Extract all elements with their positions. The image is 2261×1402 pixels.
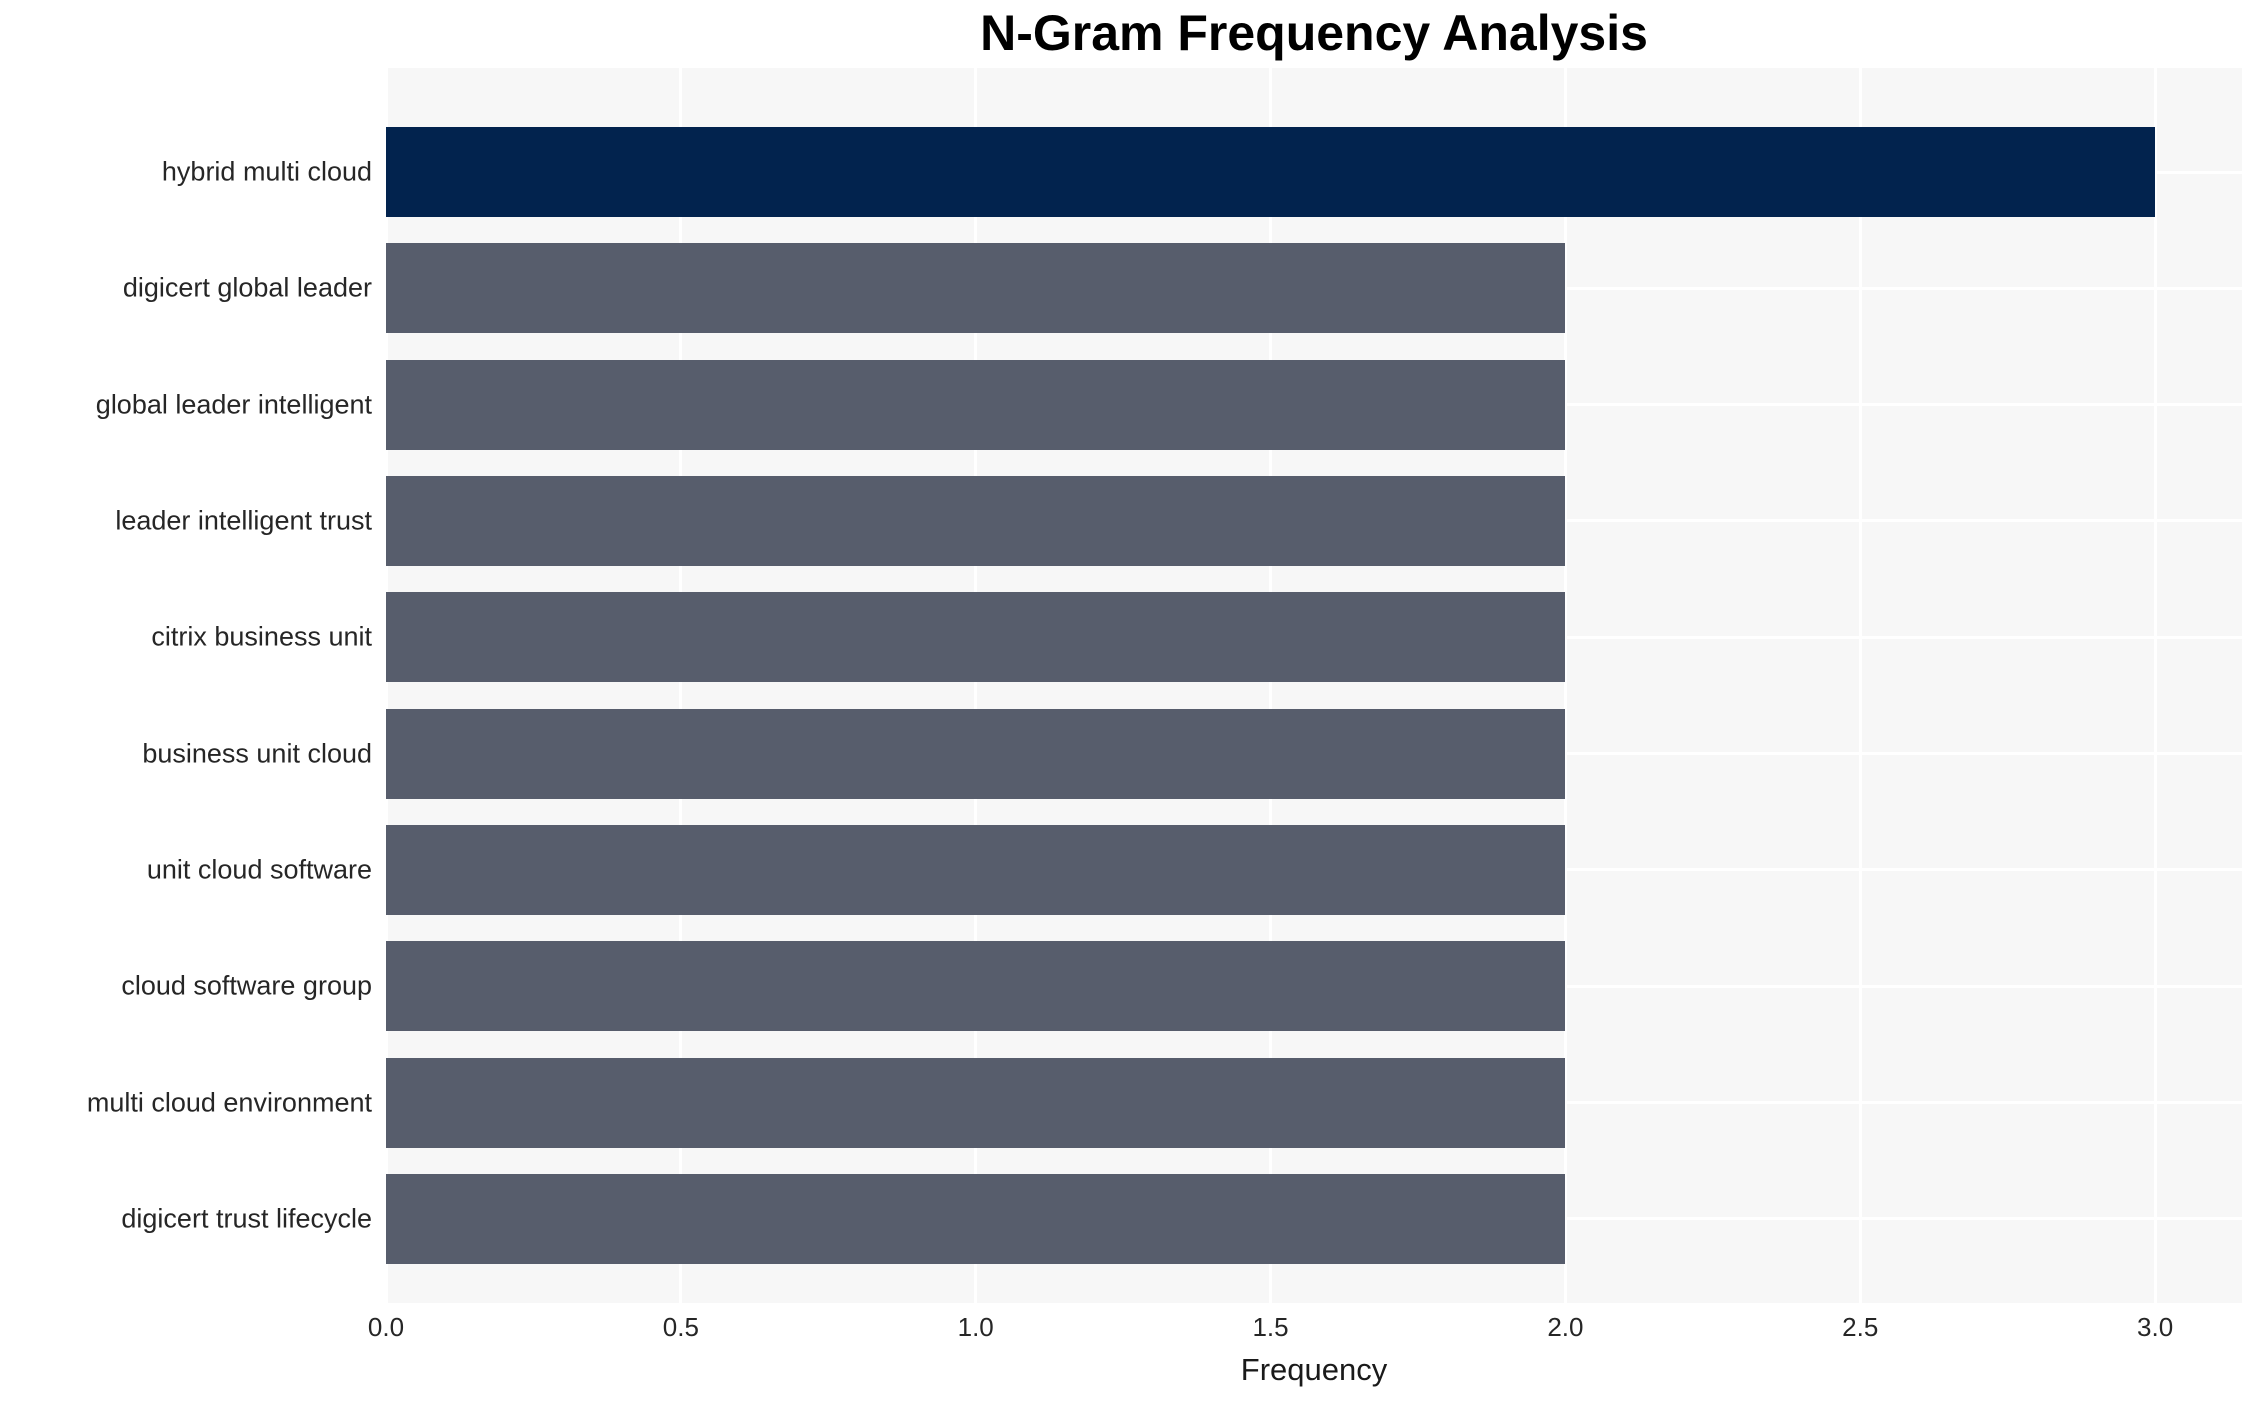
y-tick-label: digicert trust lifecycle [121,1203,372,1234]
bar-citrix-business-unit [386,592,1566,683]
x-tick-label: 3.0 [2137,1312,2174,1342]
y-tick-label: multi cloud environment [86,1087,372,1118]
v-gridline [679,68,683,1303]
y-tick-label: hybrid multi cloud [161,156,372,187]
bar-business-unit-cloud [386,708,1566,799]
y-axis-category-labels: hybrid multi cloud digicert global leader… [0,68,372,1303]
x-tick-label: 0.0 [367,1312,405,1342]
bar-hybrid-multi-cloud [386,127,2156,217]
y-tick-label: unit cloud software [146,854,372,885]
y-tick-label: digicert global leader [122,272,372,303]
bar-digicert-global-leader [386,243,1566,334]
v-gridline [1563,68,1567,1303]
bar-global-leader-intelligent [386,359,1566,450]
y-tick-label: leader intelligent trust [115,505,372,536]
y-tick-label: global leader intelligent [95,389,372,420]
v-gridline [1269,68,1273,1303]
bar-digicert-trust-lifecycle [386,1173,1566,1264]
x-tick-label: 0.5 [662,1312,699,1342]
y-tick-label: business unit cloud [142,738,372,769]
v-gridline [2153,68,2157,1303]
bar-cloud-software-group [386,941,1566,1032]
x-tick-label: 1.5 [1252,1312,1289,1342]
y-tick-label: citrix business unit [151,621,372,652]
bar-unit-cloud-software [386,824,1566,915]
x-axis-title: Frequency [1240,1352,1388,1387]
bar-multi-cloud-environment [386,1057,1566,1148]
plot-area [386,68,2242,1303]
x-tick-label: 2.0 [1547,1312,1584,1342]
x-tick-label: 2.5 [1842,1312,1879,1342]
bar-leader-intelligent-trust [386,475,1566,566]
y-tick-label: cloud software group [121,970,372,1001]
v-gridline [1858,68,1862,1303]
x-tick-label: 1.0 [957,1312,994,1342]
v-gridline [974,68,978,1303]
chart-title: N-Gram Frequency Analysis [980,5,1648,61]
v-gridline [386,68,388,1303]
